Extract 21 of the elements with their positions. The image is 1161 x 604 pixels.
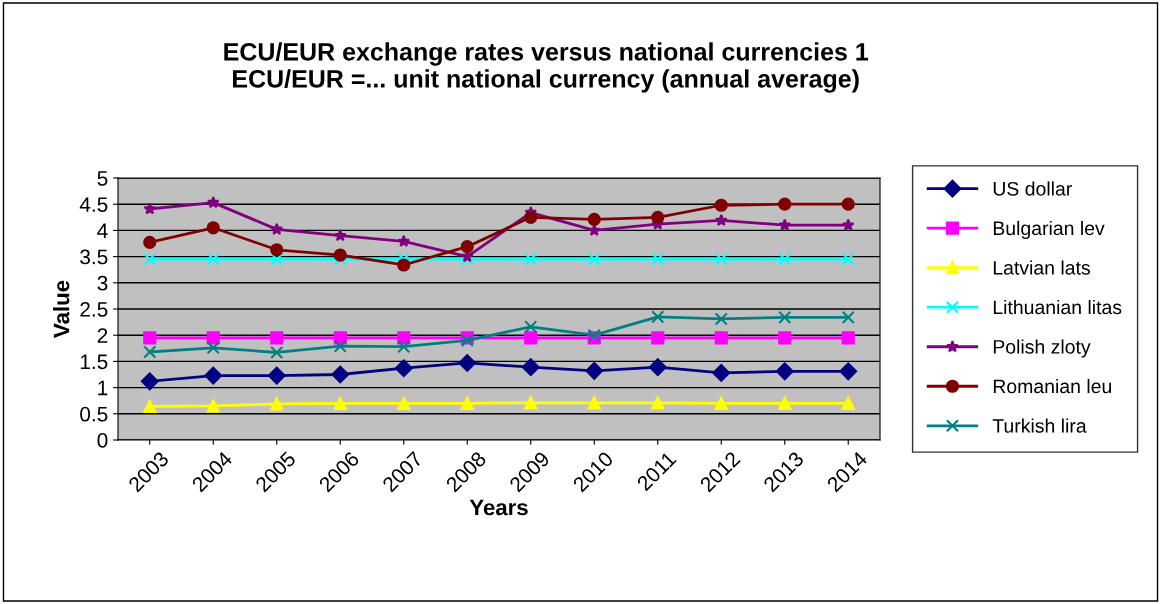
y-tick-label: 3 [97, 275, 108, 291]
y-tick-label: 1.5 [80, 354, 108, 370]
y-tick-label: 0 [97, 433, 108, 448]
legend-label: Lithuanian litas [993, 299, 1122, 315]
legend-label: Polish zloty [993, 339, 1091, 358]
y-tick-label: 2.5 [80, 302, 108, 317]
y-axis-title: Value [53, 280, 70, 338]
y-tick-label: 1 [98, 380, 108, 396]
chart-title: ECU/EUR exchange rates versus national currencies 1 ECU/EUR =... unit national currency (annual average) [224, 42, 869, 93]
legend-label: US dollar [993, 181, 1072, 196]
y-tick-label: 4 [97, 223, 108, 238]
y-tick-label: 3.5 [80, 249, 108, 265]
legend-label: Romanian leu [993, 378, 1111, 394]
legend-label: Latvian lats [993, 260, 1090, 275]
y-tick-label: 4.5 [79, 197, 108, 212]
y-tick-label: 0.5 [80, 406, 108, 422]
y-tick-label: 5 [97, 171, 108, 186]
legend-label: Bulgarian lev [993, 220, 1105, 240]
legend-label: Turkish lira [992, 418, 1087, 433]
x-axis-title: Years [469, 499, 528, 516]
y-tick-label: 2 [97, 328, 108, 343]
